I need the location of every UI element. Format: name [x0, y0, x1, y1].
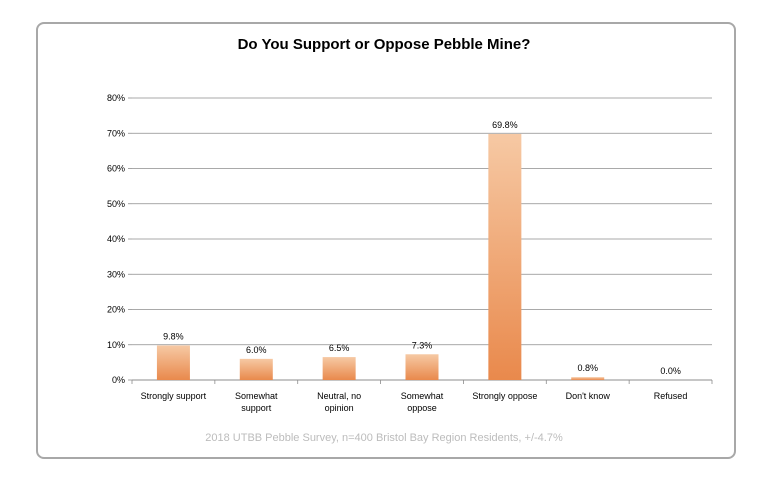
bar [405, 354, 439, 380]
data-labels: 9.8% 6.0% 6.5% 7.3% 69.8% 0.8% 0.0% [163, 120, 681, 376]
data-label: 7.3% [412, 340, 433, 350]
category-label: oppose [407, 403, 437, 413]
y-tick-label: 20% [107, 305, 125, 315]
x-axis-categories: Strongly support Somewhat support Neutral, … [141, 391, 688, 413]
bar [322, 357, 356, 380]
data-label: 0.0% [660, 366, 681, 376]
bar [488, 133, 522, 380]
y-tick-label: 60% [107, 164, 125, 174]
y-axis-ticks: 0% 10% 20% 30% 40% 50% 60% 70% 80% [107, 93, 125, 385]
bar [156, 345, 190, 380]
category-label: Don't know [566, 391, 611, 401]
data-label: 9.8% [163, 331, 184, 341]
category-label: Strongly oppose [472, 391, 537, 401]
category-label: Somewhat [235, 391, 278, 401]
y-tick-label: 0% [112, 375, 125, 385]
bars [156, 133, 605, 380]
chart-frame [36, 22, 736, 459]
y-tick-label: 80% [107, 93, 125, 103]
category-label: support [241, 403, 272, 413]
data-label: 6.0% [246, 345, 267, 355]
data-label: 6.5% [329, 343, 350, 353]
category-label: Somewhat [401, 391, 444, 401]
y-tick-label: 10% [107, 340, 125, 350]
chart-title: Do You Support or Oppose Pebble Mine? [237, 36, 531, 53]
bar [571, 377, 605, 380]
y-tick-label: 40% [107, 234, 125, 244]
data-label: 0.8% [577, 363, 598, 373]
category-label: Refused [654, 391, 688, 401]
category-label: opinion [325, 403, 354, 413]
chart-footnote: 2018 UTBB Pebble Survey, n=400 Bristol B… [205, 432, 563, 444]
category-label: Neutral, no [317, 391, 361, 401]
category-label: Strongly support [141, 391, 207, 401]
bar [239, 358, 273, 380]
data-label: 69.8% [492, 120, 518, 130]
y-tick-label: 50% [107, 199, 125, 209]
y-tick-label: 30% [107, 269, 125, 279]
gridlines [128, 97, 713, 384]
y-tick-label: 70% [107, 128, 125, 138]
